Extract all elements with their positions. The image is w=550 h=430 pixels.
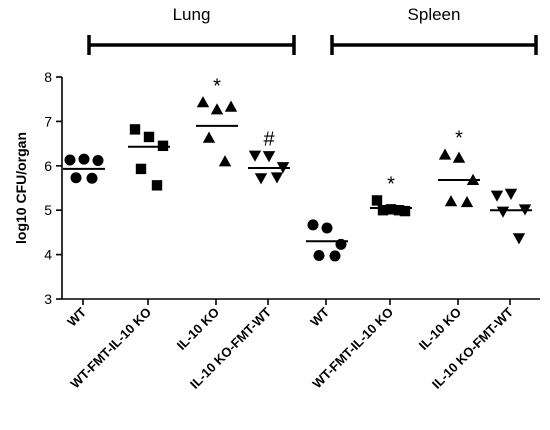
significance-annotation: * xyxy=(387,173,395,195)
data-point xyxy=(70,172,82,184)
data-point xyxy=(460,196,474,208)
y-tick-label: 4 xyxy=(44,247,52,263)
x-category-label: WT xyxy=(64,304,89,329)
data-point xyxy=(452,151,466,163)
significance-annotation: * xyxy=(213,75,221,97)
data-point xyxy=(196,96,210,108)
data-point xyxy=(393,205,405,216)
x-category-label: IL-10 KO xyxy=(174,305,222,353)
group-label: Spleen xyxy=(408,5,461,24)
x-category-label: IL-10 KO xyxy=(416,305,464,353)
data-point xyxy=(504,188,518,200)
data-point xyxy=(210,103,224,115)
data-point xyxy=(496,206,510,218)
y-tick-label: 7 xyxy=(44,113,52,129)
data-point xyxy=(143,131,155,143)
data-point xyxy=(371,195,383,206)
data-point xyxy=(444,195,458,207)
data-point xyxy=(151,180,163,191)
data-point xyxy=(490,190,504,202)
data-point xyxy=(224,100,238,112)
y-tick-label: 6 xyxy=(44,158,52,174)
significance-annotation: * xyxy=(455,128,463,150)
data-point xyxy=(512,233,526,245)
data-point xyxy=(129,124,141,135)
data-point xyxy=(270,172,284,184)
significance-annotation: # xyxy=(263,129,275,151)
data-point xyxy=(385,204,397,215)
y-axis-title: log10 CFU/organ xyxy=(13,132,29,244)
data-point xyxy=(438,148,452,160)
x-category-label: WT xyxy=(307,304,332,329)
y-tick-label: 5 xyxy=(44,202,52,218)
data-point xyxy=(262,151,276,163)
data-point xyxy=(135,163,147,175)
data-point xyxy=(254,173,268,185)
data-point xyxy=(218,155,232,167)
data-point xyxy=(321,222,333,234)
y-tick-label: 8 xyxy=(44,69,52,85)
data-point xyxy=(86,172,98,184)
data-point xyxy=(64,154,76,166)
data-point xyxy=(307,219,319,231)
data-point xyxy=(377,205,389,216)
data-point xyxy=(248,150,262,162)
data-point xyxy=(78,153,90,165)
data-point xyxy=(313,249,325,261)
y-tick-label: 3 xyxy=(44,291,52,307)
data-point xyxy=(399,205,411,217)
data-point xyxy=(92,154,104,166)
data-point xyxy=(329,250,341,262)
group-label: Lung xyxy=(173,5,211,24)
data-point xyxy=(202,131,216,143)
